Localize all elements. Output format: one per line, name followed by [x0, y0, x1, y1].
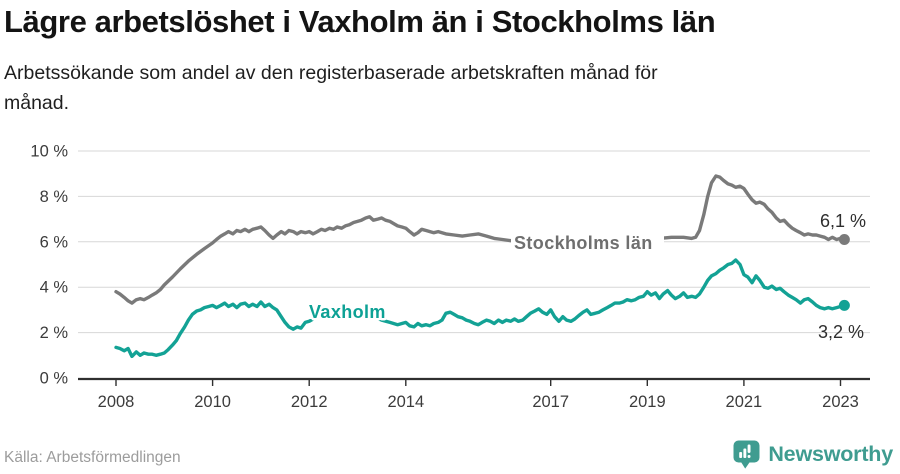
- newsworthy-logo: Newsworthy: [732, 439, 893, 470]
- subtitle-line-2: månad.: [4, 92, 70, 115]
- end-value-label-vaxholm: 3,2 %: [818, 322, 864, 342]
- x-axis-label: 2019: [629, 393, 666, 411]
- x-axis-label: 2014: [387, 393, 424, 411]
- chart-subtitle: Arbetssökande som andel av den registerb…: [4, 58, 658, 118]
- x-axis-label: 2010: [194, 393, 231, 411]
- series-label-vaxholm: Vaxholm: [309, 302, 386, 322]
- y-axis-label: 6 %: [40, 233, 69, 251]
- x-axis-label: 2012: [291, 393, 328, 411]
- label-mask-vaxholm: [306, 303, 403, 319]
- y-axis-label: 2 %: [40, 324, 69, 342]
- series-label-stockholms-l-n: Stockholms län: [514, 233, 653, 253]
- x-axis-label: 2008: [98, 393, 135, 411]
- x-axis-label: 2017: [532, 393, 569, 411]
- chart-title: Lägre arbetslöshet i Vaxholm än i Stockh…: [4, 4, 716, 39]
- end-dot-stockholms-l-n: [838, 234, 850, 246]
- label-mask-stockholms-l-n: [511, 233, 664, 253]
- y-axis-label: 8 %: [40, 188, 69, 206]
- subtitle-line-1: Arbetssökande som andel av den registerb…: [4, 62, 658, 84]
- y-axis-label: 0 %: [40, 370, 69, 388]
- x-axis-label: 2021: [726, 393, 763, 411]
- newsworthy-barchart-bubble-icon: [733, 440, 760, 469]
- end-dot-vaxholm: [838, 299, 850, 311]
- series-line-vaxholm: [114, 258, 847, 359]
- y-axis-label: 4 %: [40, 279, 69, 297]
- newsworthy-wordmark: Newsworthy: [768, 442, 893, 466]
- x-axis-label: 2023: [822, 393, 859, 411]
- series-line-stockholms-l-n: [114, 174, 847, 305]
- source-note: Källa: Arbetsförmedlingen: [4, 449, 181, 466]
- y-axis-label: 10 %: [30, 143, 68, 161]
- end-value-label-stockholms-l-n: 6,1 %: [820, 211, 866, 231]
